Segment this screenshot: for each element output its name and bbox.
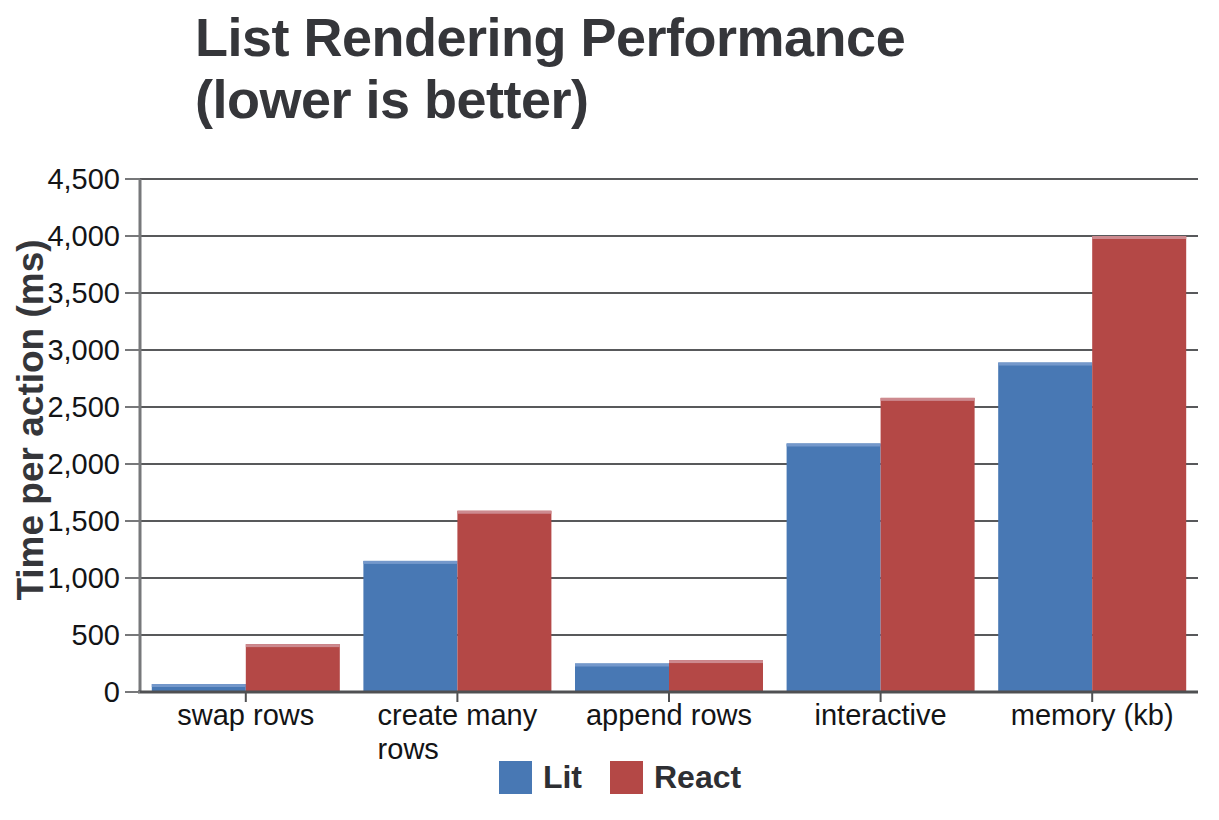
- y-tick-label: 2,500: [47, 391, 120, 423]
- bar-react-3: [881, 398, 975, 692]
- legend-swatch-react: [610, 761, 643, 794]
- y-tick-label: 3,000: [47, 334, 120, 366]
- chart-canvas: List Rendering Performance (lower is bet…: [0, 0, 1219, 820]
- x-category-label: memory (kb): [1011, 699, 1174, 731]
- bar-react-0: [246, 644, 340, 692]
- y-tick-label: 4,000: [47, 220, 120, 252]
- legend-swatch-lit: [499, 761, 532, 794]
- legend-item-react: React: [610, 759, 741, 796]
- x-category-label: append rows: [586, 699, 752, 731]
- legend: Lit React: [0, 759, 1219, 796]
- x-category-label: interactive: [815, 699, 947, 731]
- bar-lit-1: [363, 561, 457, 692]
- y-tick-label: 2,000: [47, 448, 120, 480]
- legend-item-lit: Lit: [499, 759, 582, 796]
- y-tick-label: 4,500: [47, 163, 120, 195]
- bar-lit-3: [787, 443, 881, 692]
- y-tick-label: 0: [104, 676, 120, 708]
- x-category-label: create many: [378, 699, 538, 731]
- x-axis-labels: swap rowscreate manyrowsappend rowsinter…: [177, 692, 1173, 765]
- bar-chart-plot: 0 500 1,000 1,500 2,000 2,500 3,000 3,500 4,000 4…: [0, 0, 1219, 820]
- bar-lit-4: [998, 363, 1092, 692]
- y-tick-label: 3,500: [47, 277, 120, 309]
- y-tick-label: 500: [72, 619, 120, 651]
- y-tick-label: 1,000: [47, 562, 120, 594]
- bar-react-1: [457, 511, 551, 692]
- legend-label-react: React: [654, 759, 741, 796]
- bar-react-2: [669, 660, 763, 692]
- x-category-label: swap rows: [177, 699, 314, 731]
- y-tick-label: 1,500: [47, 505, 120, 537]
- bar-react-4: [1092, 236, 1186, 692]
- y-axis-ticks: 0 500 1,000 1,500 2,000 2,500 3,000 3,500 4,000 4…: [47, 163, 140, 708]
- bar-lit-2: [575, 664, 669, 693]
- legend-label-lit: Lit: [543, 759, 582, 796]
